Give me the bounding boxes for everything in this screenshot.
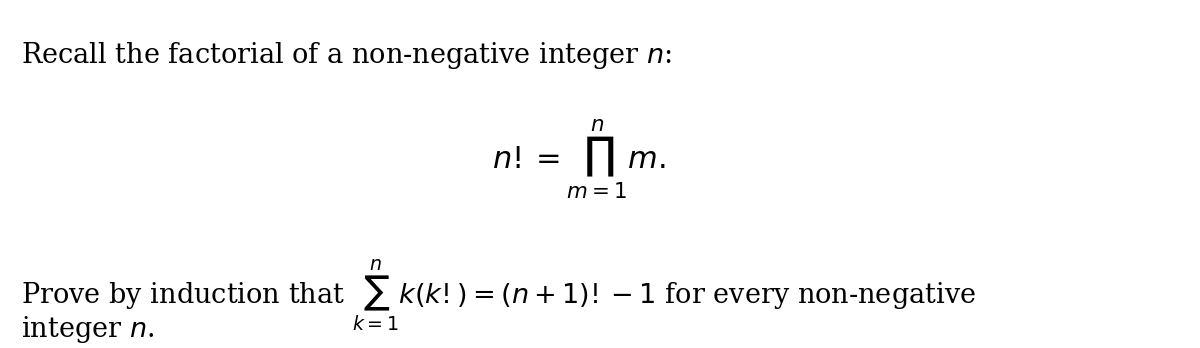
Text: Recall the factorial of a non-negative integer $n$:: Recall the factorial of a non-negative i… — [20, 40, 672, 71]
Text: $n! = \prod_{m=1}^{n} m.$: $n! = \prod_{m=1}^{n} m.$ — [492, 117, 666, 200]
Text: Prove by induction that $\sum_{k=1}^{n} k(k!) = (n+1)! - 1$ for every non-negati: Prove by induction that $\sum_{k=1}^{n} … — [20, 258, 976, 333]
Text: integer $n$.: integer $n$. — [20, 314, 154, 345]
